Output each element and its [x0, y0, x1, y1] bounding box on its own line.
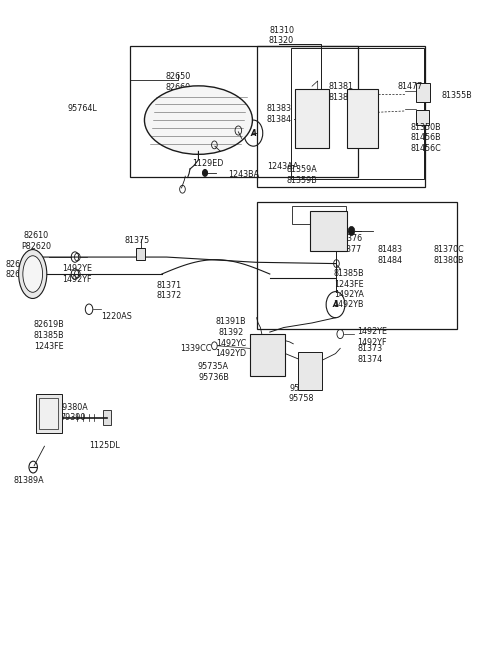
Bar — [310, 211, 347, 251]
Text: 81381
81382: 81381 81382 — [329, 83, 354, 102]
Text: 1492YE
1492YF: 1492YE 1492YF — [357, 328, 387, 347]
Bar — [295, 90, 329, 148]
Text: 79380A
79390: 79380A 79390 — [57, 403, 88, 422]
Text: 81376
81377: 81376 81377 — [337, 234, 362, 254]
Bar — [103, 409, 111, 425]
Bar — [130, 47, 358, 178]
Text: 1492YE
1492YF: 1492YE 1492YF — [62, 264, 92, 284]
Text: 81373
81374: 81373 81374 — [357, 345, 382, 364]
Ellipse shape — [144, 86, 252, 155]
Text: 1243AA: 1243AA — [267, 162, 299, 171]
Bar — [298, 352, 323, 390]
Bar — [36, 394, 62, 433]
Bar — [257, 47, 425, 187]
Text: 1492YA
1492YB: 1492YA 1492YB — [315, 214, 346, 233]
Text: 81355B: 81355B — [442, 92, 472, 100]
Text: 81383
81384: 81383 81384 — [267, 103, 292, 124]
Text: 81389A: 81389A — [13, 476, 44, 485]
Bar — [257, 202, 456, 329]
Text: A: A — [333, 300, 338, 309]
Text: 82619B
81385B
1243FE: 82619B 81385B 1243FE — [34, 320, 64, 351]
Text: 81387A
81388: 81387A 81388 — [206, 103, 237, 124]
Text: 81483
81484: 81483 81484 — [377, 246, 402, 265]
Bar — [347, 90, 378, 148]
Bar — [416, 83, 431, 102]
Bar — [416, 109, 430, 125]
Text: 81391B
81392
1492YC
1492YD: 81391B 81392 1492YC 1492YD — [215, 317, 246, 358]
Text: 82611D
82621D: 82611D 82621D — [5, 259, 36, 280]
Circle shape — [348, 227, 355, 236]
Circle shape — [203, 170, 207, 176]
Ellipse shape — [23, 255, 43, 292]
Text: 82650
82660: 82650 82660 — [166, 72, 191, 92]
Text: 81385B
1243FE: 81385B 1243FE — [333, 269, 364, 290]
Text: 81350B
81456B
81456C: 81350B 81456B 81456C — [410, 122, 442, 153]
Text: 1125DL: 1125DL — [89, 441, 120, 450]
Text: 95738
95758: 95738 95758 — [289, 384, 314, 403]
Text: 1339CC: 1339CC — [180, 345, 211, 354]
Text: 95735A
95736B: 95735A 95736B — [198, 362, 229, 382]
Bar — [39, 398, 58, 429]
Text: 1243BA: 1243BA — [228, 170, 260, 179]
Text: 1129ED: 1129ED — [192, 159, 224, 168]
Text: 81371
81372: 81371 81372 — [156, 280, 182, 300]
Text: A: A — [251, 128, 256, 138]
Ellipse shape — [19, 250, 47, 299]
Text: 1492YA
1492YB: 1492YA 1492YB — [334, 290, 364, 309]
Text: 81359A
81359B: 81359A 81359B — [287, 165, 317, 185]
Bar — [136, 248, 145, 259]
Text: 81375: 81375 — [124, 236, 150, 245]
Bar — [292, 206, 346, 225]
Text: 95764L: 95764L — [67, 103, 97, 113]
Text: 81370C
81380B: 81370C 81380B — [433, 246, 464, 265]
Text: 1220AS: 1220AS — [101, 312, 132, 321]
Bar — [250, 334, 285, 376]
Text: 82610
P82620: 82610 P82620 — [21, 231, 51, 251]
Bar — [291, 48, 424, 179]
Text: 81310
81320: 81310 81320 — [269, 26, 294, 45]
Text: 81477: 81477 — [397, 83, 422, 91]
